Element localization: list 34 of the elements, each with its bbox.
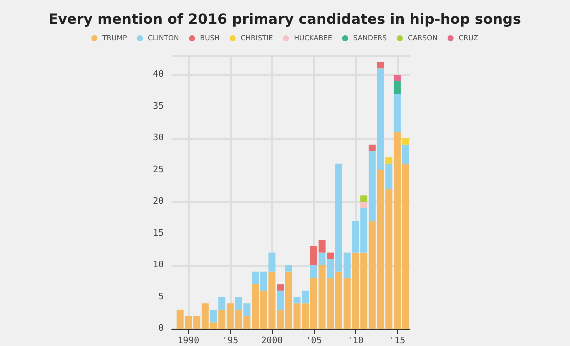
bar — [360, 196, 368, 202]
y-tick-label: 25 — [153, 165, 164, 176]
chart-title: Every mention of 2016 primary candidates in hip-hop songs — [48, 12, 522, 28]
y-tick-label: 20 — [153, 197, 164, 208]
y-tick-label: 0 — [158, 324, 164, 334]
y-tick-label: 30 — [153, 134, 164, 144]
bar — [285, 266, 292, 272]
bar — [394, 75, 401, 82]
bar — [277, 290, 284, 310]
bar — [268, 252, 276, 272]
bar — [394, 81, 401, 94]
y-tick-label: 40 — [153, 70, 164, 80]
bar — [402, 138, 410, 145]
x-tick-label: 1990 — [178, 336, 200, 346]
x-tick-label: '95 — [222, 336, 239, 346]
bar — [368, 144, 376, 152]
bar — [386, 158, 393, 164]
y-tick-label: 10 — [153, 260, 164, 271]
x-tick-label: '10 — [348, 336, 364, 346]
y-tick-label: 15 — [153, 228, 164, 239]
bar — [310, 266, 318, 278]
y-tick-label: 5 — [158, 292, 164, 302]
bar — [277, 284, 284, 291]
bar — [402, 144, 410, 164]
bar — [394, 94, 401, 132]
x-tick-label: 2000 — [261, 336, 284, 346]
x-tick-label: '05 — [306, 336, 322, 346]
bar — [377, 62, 384, 69]
y-tick-label: 35 — [153, 102, 164, 112]
bar — [360, 202, 368, 208]
x-tick-label: '15 — [389, 336, 406, 346]
bar — [218, 297, 226, 310]
bar — [210, 310, 218, 323]
bar — [327, 252, 334, 260]
